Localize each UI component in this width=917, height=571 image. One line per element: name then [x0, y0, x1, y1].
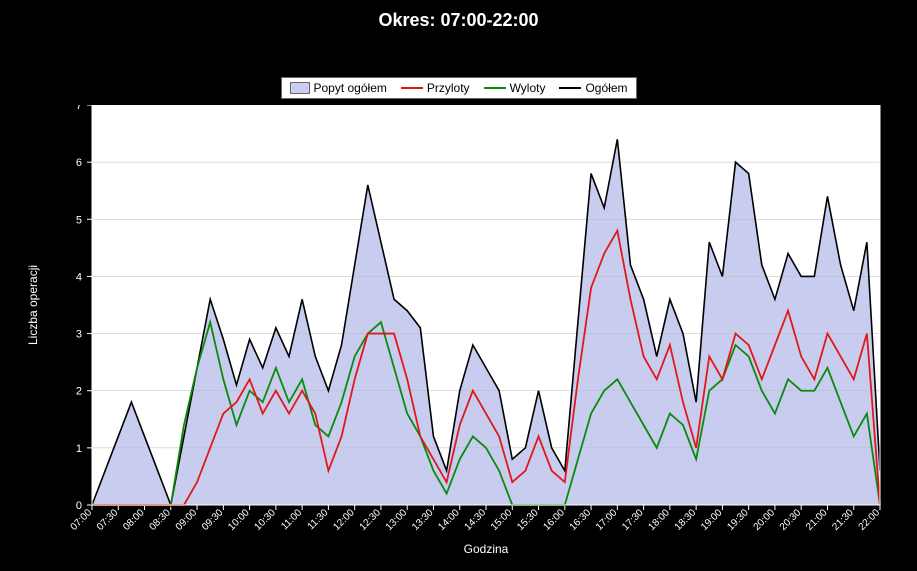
legend-item-total: Ogółem: [559, 81, 627, 95]
xtick-label: 10:30: [253, 507, 279, 533]
chart-container: Popyt ogółem Przyloty Wyloty Ogółem 0123…: [0, 37, 917, 557]
legend-item-area: Popyt ogółem: [289, 81, 386, 95]
xtick-label: 15:30: [515, 507, 541, 533]
xtick-label: 08:30: [147, 507, 173, 533]
xtick-label: 11:30: [306, 507, 331, 532]
chart-title: Okres: 07:00-22:00: [0, 0, 917, 37]
xtick-label: 07:00: [69, 507, 95, 533]
xtick-label: 17:30: [620, 507, 646, 533]
xtick-label: 10:00: [226, 507, 252, 533]
xtick-label: 07:30: [95, 507, 121, 533]
xtick-label: 20:00: [752, 507, 778, 533]
ytick-label: 0: [76, 500, 82, 512]
ytick-label: 2: [76, 386, 82, 398]
legend-swatch-area: [289, 82, 309, 94]
x-axis-label: Godzina: [464, 542, 509, 556]
xtick-label: 18:00: [647, 507, 673, 533]
ytick-label: 6: [76, 157, 82, 169]
legend-label-area: Popyt ogółem: [313, 81, 386, 95]
legend-line-departures: [484, 87, 506, 89]
xtick-label: 11:00: [279, 507, 304, 532]
xtick-label: 22:00: [857, 507, 883, 533]
xtick-label: 14:30: [463, 507, 489, 533]
xtick-label: 21:30: [830, 507, 856, 533]
ytick-label: 1: [76, 443, 82, 455]
legend-line-total: [559, 87, 581, 89]
xtick-label: 14:00: [436, 507, 462, 533]
ytick-label: 4: [76, 271, 82, 283]
xtick-label: 18:30: [673, 507, 699, 533]
legend-label-arrivals: Przyloty: [427, 81, 470, 95]
legend-item-departures: Wyloty: [484, 81, 546, 95]
legend-item-arrivals: Przyloty: [401, 81, 470, 95]
legend: Popyt ogółem Przyloty Wyloty Ogółem: [280, 77, 636, 99]
xtick-label: 21:00: [804, 507, 830, 533]
xtick-label: 20:30: [778, 507, 804, 533]
xtick-label: 13:30: [410, 507, 436, 533]
xtick-label: 12:00: [331, 507, 357, 533]
y-axis-label: Liczba operacji: [26, 265, 40, 345]
chart-svg: 0123456707:0007:3008:0008:3009:0009:3010…: [0, 37, 917, 557]
xtick-label: 13:00: [384, 507, 410, 533]
xtick-label: 19:00: [699, 507, 725, 533]
xtick-label: 12:30: [358, 507, 384, 533]
xtick-label: 15:00: [489, 507, 515, 533]
xtick-label: 19:30: [725, 507, 751, 533]
xtick-label: 09:30: [200, 507, 226, 533]
ytick-label: 5: [76, 214, 82, 226]
legend-line-arrivals: [401, 87, 423, 89]
xtick-label: 16:00: [541, 507, 567, 533]
legend-label-total: Ogółem: [585, 81, 627, 95]
xtick-label: 17:00: [594, 507, 620, 533]
xtick-label: 16:30: [568, 507, 594, 533]
legend-label-departures: Wyloty: [510, 81, 546, 95]
ytick-label: 3: [76, 329, 82, 341]
xtick-label: 09:00: [174, 507, 200, 533]
xtick-label: 08:00: [121, 507, 147, 533]
